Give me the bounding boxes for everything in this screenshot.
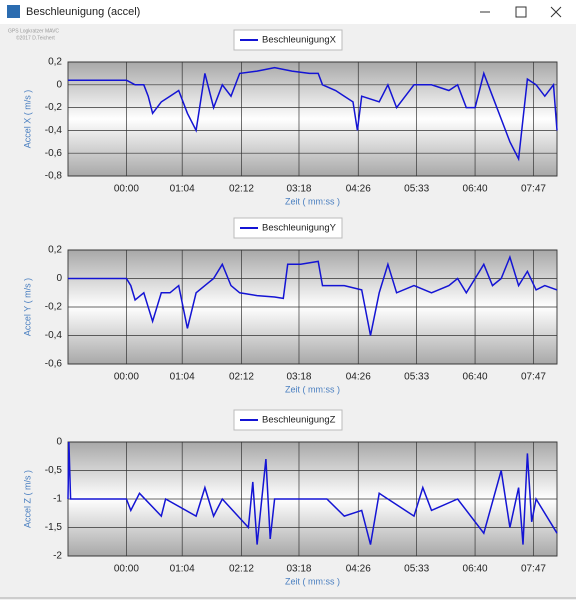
x-tick-label: 03:18 bbox=[286, 372, 311, 383]
x-tick-label: 01:04 bbox=[170, 372, 195, 383]
y-tick-label: 0 bbox=[56, 79, 62, 90]
y-axis-label: Accel X ( m/s ) bbox=[22, 90, 32, 149]
legend-box bbox=[233, 29, 343, 51]
x-tick-label: 02:12 bbox=[229, 372, 254, 383]
y-tick-label: -0,6 bbox=[45, 148, 63, 159]
x-tick-label: 02:12 bbox=[229, 564, 254, 575]
x-axis-label: Zeit ( mm:ss ) bbox=[285, 384, 340, 394]
x-tick-label: 00:00 bbox=[114, 564, 139, 575]
y-tick-label: -0,4 bbox=[45, 330, 63, 341]
window-title: Beschleunigung (accel) bbox=[26, 6, 140, 18]
watermark: ©2017 D.Teichert bbox=[16, 34, 55, 41]
x-tick-label: 06:40 bbox=[463, 564, 488, 575]
legend-label: BeschleunigungX bbox=[262, 35, 337, 46]
x-tick-label: 04:26 bbox=[346, 564, 371, 575]
y-tick-label: -2 bbox=[53, 551, 62, 562]
data-line bbox=[67, 441, 558, 545]
y-tick-label: -0,2 bbox=[45, 302, 63, 313]
x-tick-label: 03:18 bbox=[286, 184, 311, 195]
y-tick-label: 0 bbox=[56, 437, 62, 448]
y-tick-label: -1,5 bbox=[45, 522, 63, 533]
maximize-button[interactable] bbox=[515, 6, 527, 18]
legend-box bbox=[233, 217, 343, 239]
y-axis-label: Accel Y ( m/s ) bbox=[22, 278, 32, 336]
x-tick-label: 05:33 bbox=[404, 184, 429, 195]
x-axis-label: Zeit ( mm:ss ) bbox=[285, 196, 340, 206]
y-axis-label: Accel Z ( m/s ) bbox=[22, 470, 32, 528]
x-tick-label: 04:26 bbox=[346, 184, 371, 195]
x-tick-label: 06:40 bbox=[463, 184, 488, 195]
legend-box bbox=[233, 409, 343, 431]
x-axis-label: Zeit ( mm:ss ) bbox=[285, 576, 340, 586]
x-tick-label: 00:00 bbox=[114, 184, 139, 195]
y-tick-label: 0,2 bbox=[48, 245, 62, 256]
x-tick-label: 05:33 bbox=[404, 372, 429, 383]
plot-area bbox=[67, 61, 558, 177]
y-tick-label: -0,8 bbox=[45, 171, 63, 182]
watermark: GPS Logkratzer MAVC bbox=[8, 28, 59, 34]
legend-label: BeschleunigungZ bbox=[262, 415, 336, 426]
x-tick-label: 01:04 bbox=[170, 564, 195, 575]
x-tick-label: 03:18 bbox=[286, 564, 311, 575]
y-tick-label: 0 bbox=[56, 273, 62, 284]
app-icon bbox=[7, 5, 20, 18]
data-line bbox=[68, 66, 558, 162]
x-tick-label: 07:47 bbox=[521, 372, 546, 383]
x-tick-label: 05:33 bbox=[404, 564, 429, 575]
x-tick-label: 07:47 bbox=[521, 564, 546, 575]
x-tick-label: 04:26 bbox=[346, 372, 371, 383]
x-tick-label: 07:47 bbox=[521, 184, 546, 195]
x-tick-label: 06:40 bbox=[463, 372, 488, 383]
close-button[interactable] bbox=[550, 6, 562, 18]
y-tick-label: -0,2 bbox=[45, 102, 63, 113]
y-tick-label: -0,6 bbox=[45, 359, 63, 370]
y-tick-label: -0,4 bbox=[45, 125, 63, 136]
legend-label: BeschleunigungY bbox=[262, 223, 337, 234]
y-tick-label: 0,2 bbox=[48, 57, 62, 68]
x-tick-label: 00:00 bbox=[114, 372, 139, 383]
x-tick-label: 01:04 bbox=[170, 184, 195, 195]
x-tick-label: 02:12 bbox=[229, 184, 254, 195]
y-tick-label: -1 bbox=[53, 494, 62, 505]
data-line bbox=[68, 254, 558, 336]
y-tick-label: -0,5 bbox=[45, 465, 63, 476]
